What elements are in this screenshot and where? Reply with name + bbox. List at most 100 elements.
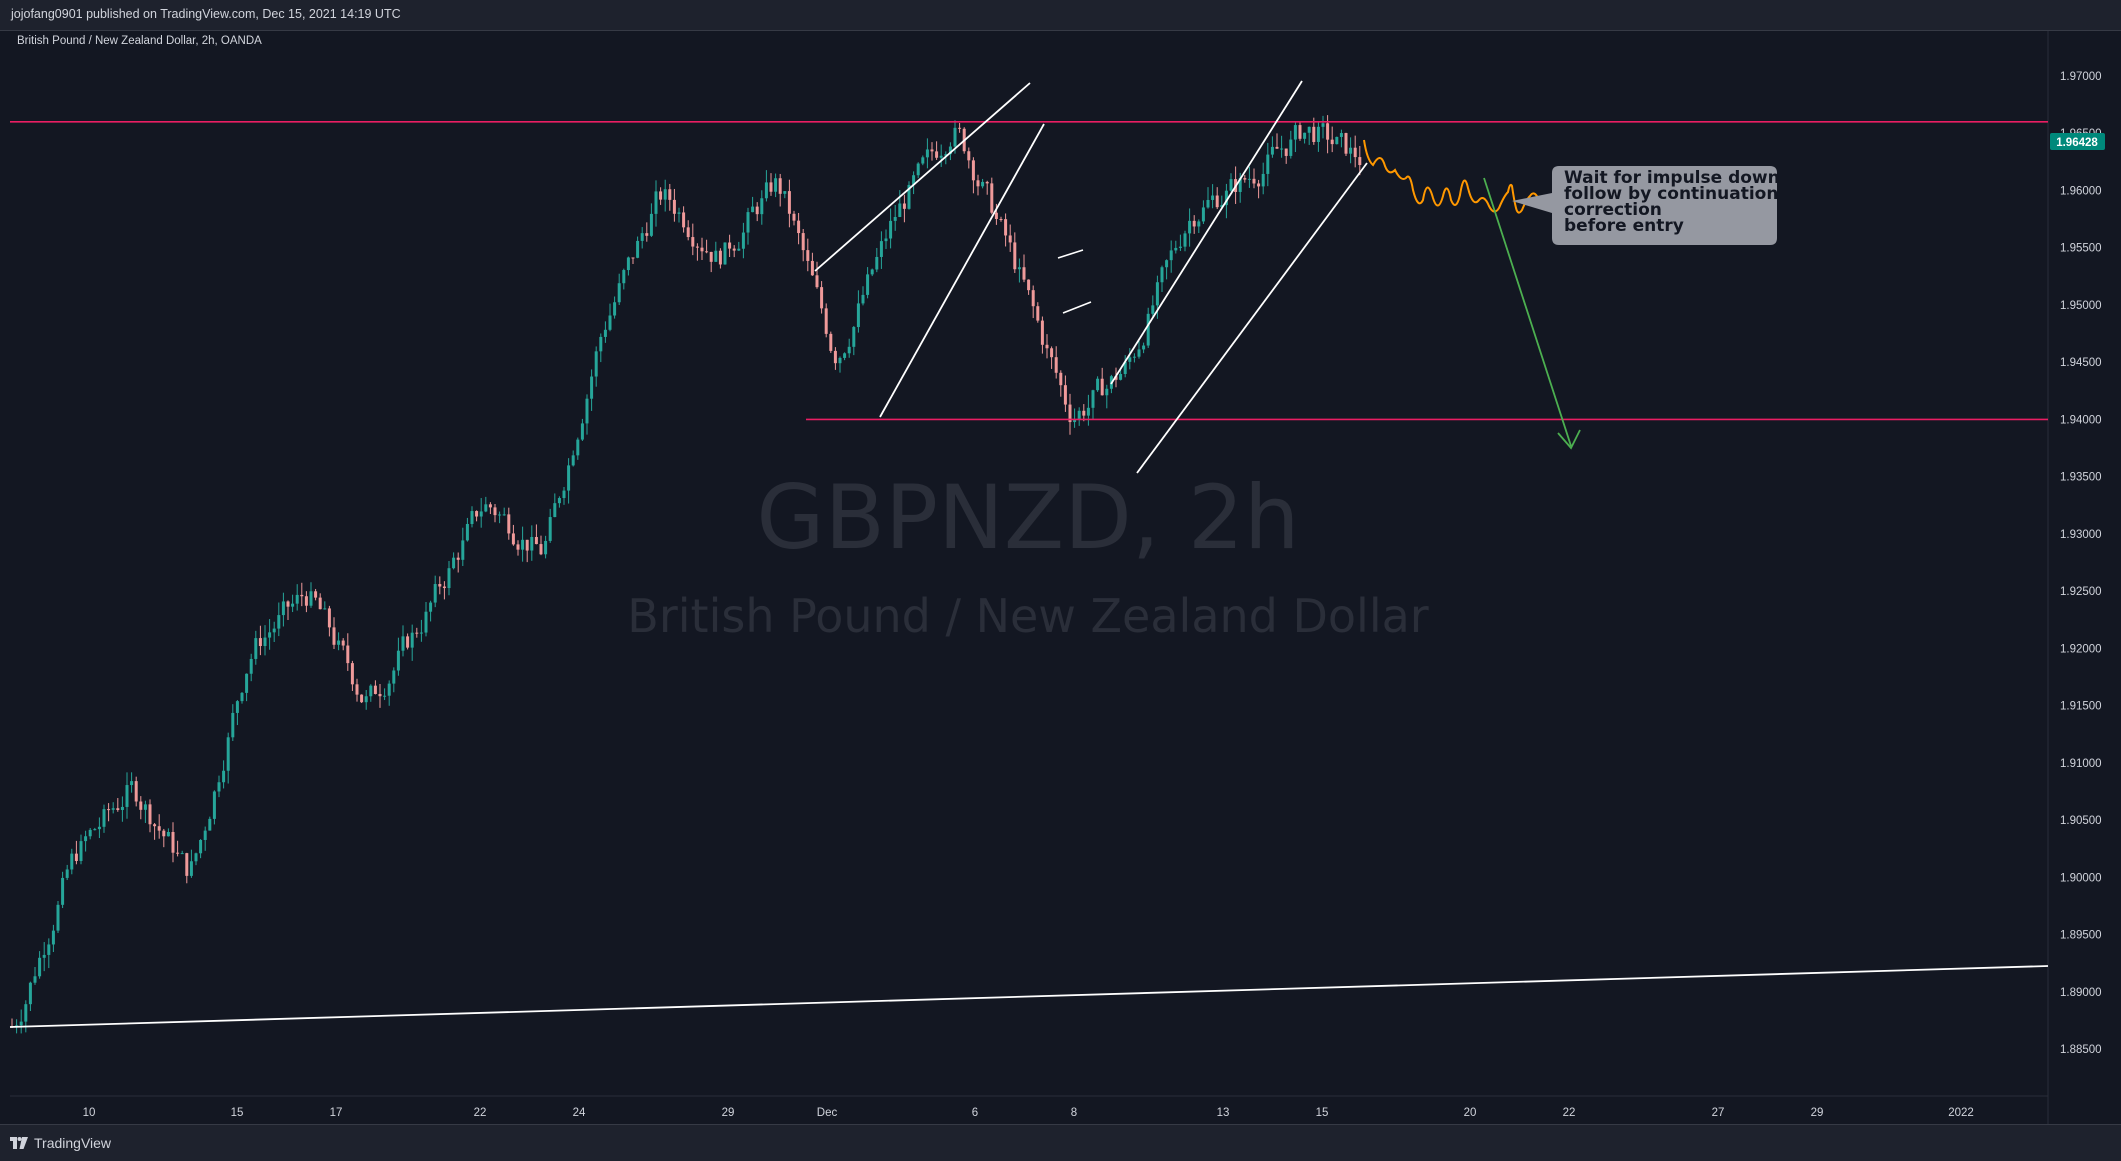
channel-2-upper-line[interactable] bbox=[1110, 80, 1303, 385]
long-trendline[interactable] bbox=[9, 965, 2049, 1028]
candle-body bbox=[249, 658, 253, 674]
candle-body bbox=[636, 240, 640, 258]
candle-body bbox=[1326, 123, 1330, 140]
candle-body bbox=[1142, 345, 1146, 350]
candle-body bbox=[84, 836, 88, 842]
candle-body bbox=[231, 712, 235, 738]
candle-body bbox=[751, 206, 755, 213]
price-tick-label: 1.93500 bbox=[2060, 472, 2102, 484]
candle-body bbox=[824, 308, 828, 334]
candle-body bbox=[999, 218, 1003, 220]
candle-body bbox=[1160, 267, 1164, 283]
flag-upper-line[interactable] bbox=[1057, 249, 1084, 259]
candle-body bbox=[810, 260, 814, 276]
candle-body bbox=[1119, 373, 1123, 380]
candle-body bbox=[649, 213, 653, 236]
annotation-line-2: follow by continuation bbox=[1564, 184, 1778, 204]
candle-body bbox=[1068, 404, 1072, 423]
candle-body bbox=[153, 824, 157, 827]
price-tick-label: 1.90500 bbox=[2060, 815, 2102, 827]
candle-body bbox=[493, 507, 497, 516]
candle-body bbox=[51, 930, 55, 945]
candle-body bbox=[507, 514, 511, 534]
channel-1-lower-line[interactable] bbox=[879, 123, 1045, 418]
time-tick-label: 6 bbox=[972, 1107, 978, 1119]
candle-body bbox=[557, 498, 561, 504]
candle-body bbox=[1224, 190, 1228, 206]
candle-body bbox=[401, 636, 405, 651]
time-tick-label: 22 bbox=[1563, 1107, 1576, 1119]
candle-body bbox=[484, 504, 488, 512]
price-axis: 1.970001.965001.960001.955001.950001.945… bbox=[2060, 71, 2102, 1056]
candle-body bbox=[300, 594, 304, 597]
candle-body bbox=[1183, 233, 1187, 247]
candle-body bbox=[116, 808, 120, 810]
candle-body bbox=[1063, 385, 1067, 405]
candle-body bbox=[1027, 279, 1031, 291]
candle-body bbox=[1114, 376, 1118, 380]
candle-body bbox=[1151, 305, 1155, 314]
candle-body bbox=[967, 151, 971, 161]
candle-body bbox=[562, 490, 566, 499]
candle-body bbox=[378, 693, 382, 697]
candle-body bbox=[74, 853, 78, 862]
candle-body bbox=[1257, 183, 1261, 187]
candle-body bbox=[613, 302, 617, 316]
candle-body bbox=[783, 191, 787, 194]
candle-body bbox=[1358, 157, 1362, 166]
candle-body bbox=[235, 701, 239, 713]
candle-body bbox=[705, 251, 709, 253]
candle-body bbox=[272, 628, 276, 633]
price-tick-label: 1.91000 bbox=[2060, 758, 2102, 770]
tradingview-logo[interactable]: TradingView bbox=[10, 1135, 111, 1151]
candle-body bbox=[1266, 154, 1270, 174]
time-tick-label: 2022 bbox=[1948, 1107, 1974, 1119]
candle-body bbox=[935, 151, 939, 158]
candle-body bbox=[815, 275, 819, 288]
published-info: jojofang0901 published on TradingView.co… bbox=[11, 7, 401, 21]
candle-body bbox=[369, 685, 373, 697]
candle-body bbox=[56, 904, 60, 931]
candle-body bbox=[1339, 133, 1343, 137]
candle-body bbox=[787, 191, 791, 214]
candle-body bbox=[1335, 136, 1339, 145]
candle-body bbox=[728, 242, 732, 249]
channel-1-upper-line[interactable] bbox=[814, 82, 1031, 272]
time-axis: 10 15 17 22 24 29 Dec 6 8 13 15 20 22 27 29 2022 bbox=[83, 1107, 1974, 1119]
time-tick-label: 22 bbox=[474, 1107, 487, 1119]
channel-2-lower-line[interactable] bbox=[1136, 162, 1368, 474]
candle-body bbox=[281, 601, 285, 616]
candle-body bbox=[97, 826, 101, 830]
candle-body bbox=[1082, 410, 1086, 416]
candle-body bbox=[180, 853, 184, 855]
candle-body bbox=[162, 830, 166, 837]
flag-lower-line[interactable] bbox=[1062, 301, 1092, 314]
down-arrow-line[interactable] bbox=[1483, 177, 1572, 447]
candle-body bbox=[534, 536, 538, 545]
candle-body bbox=[1059, 372, 1063, 386]
candle-body bbox=[672, 199, 676, 214]
candle-body bbox=[355, 684, 359, 695]
candle-body bbox=[682, 212, 686, 228]
candle-body bbox=[921, 157, 925, 164]
candle-body bbox=[544, 540, 548, 555]
candle-body bbox=[189, 861, 193, 876]
candle-body bbox=[176, 852, 180, 854]
candle-body bbox=[258, 638, 262, 647]
price-tick-label: 1.96000 bbox=[2060, 185, 2102, 197]
candle-body bbox=[217, 782, 221, 792]
candle-body bbox=[521, 539, 525, 550]
candle-body bbox=[709, 251, 713, 262]
candle-body bbox=[1298, 125, 1302, 139]
candle-body bbox=[718, 250, 722, 265]
candle-body bbox=[958, 127, 962, 129]
price-tick-label: 1.93000 bbox=[2060, 529, 2102, 541]
candle-body bbox=[1321, 123, 1325, 127]
candle-body bbox=[553, 503, 557, 518]
candle-body bbox=[1105, 388, 1109, 396]
candle-body bbox=[1096, 378, 1100, 391]
candle-body bbox=[626, 257, 630, 271]
candle-body bbox=[415, 632, 419, 634]
candle-body bbox=[318, 597, 322, 610]
